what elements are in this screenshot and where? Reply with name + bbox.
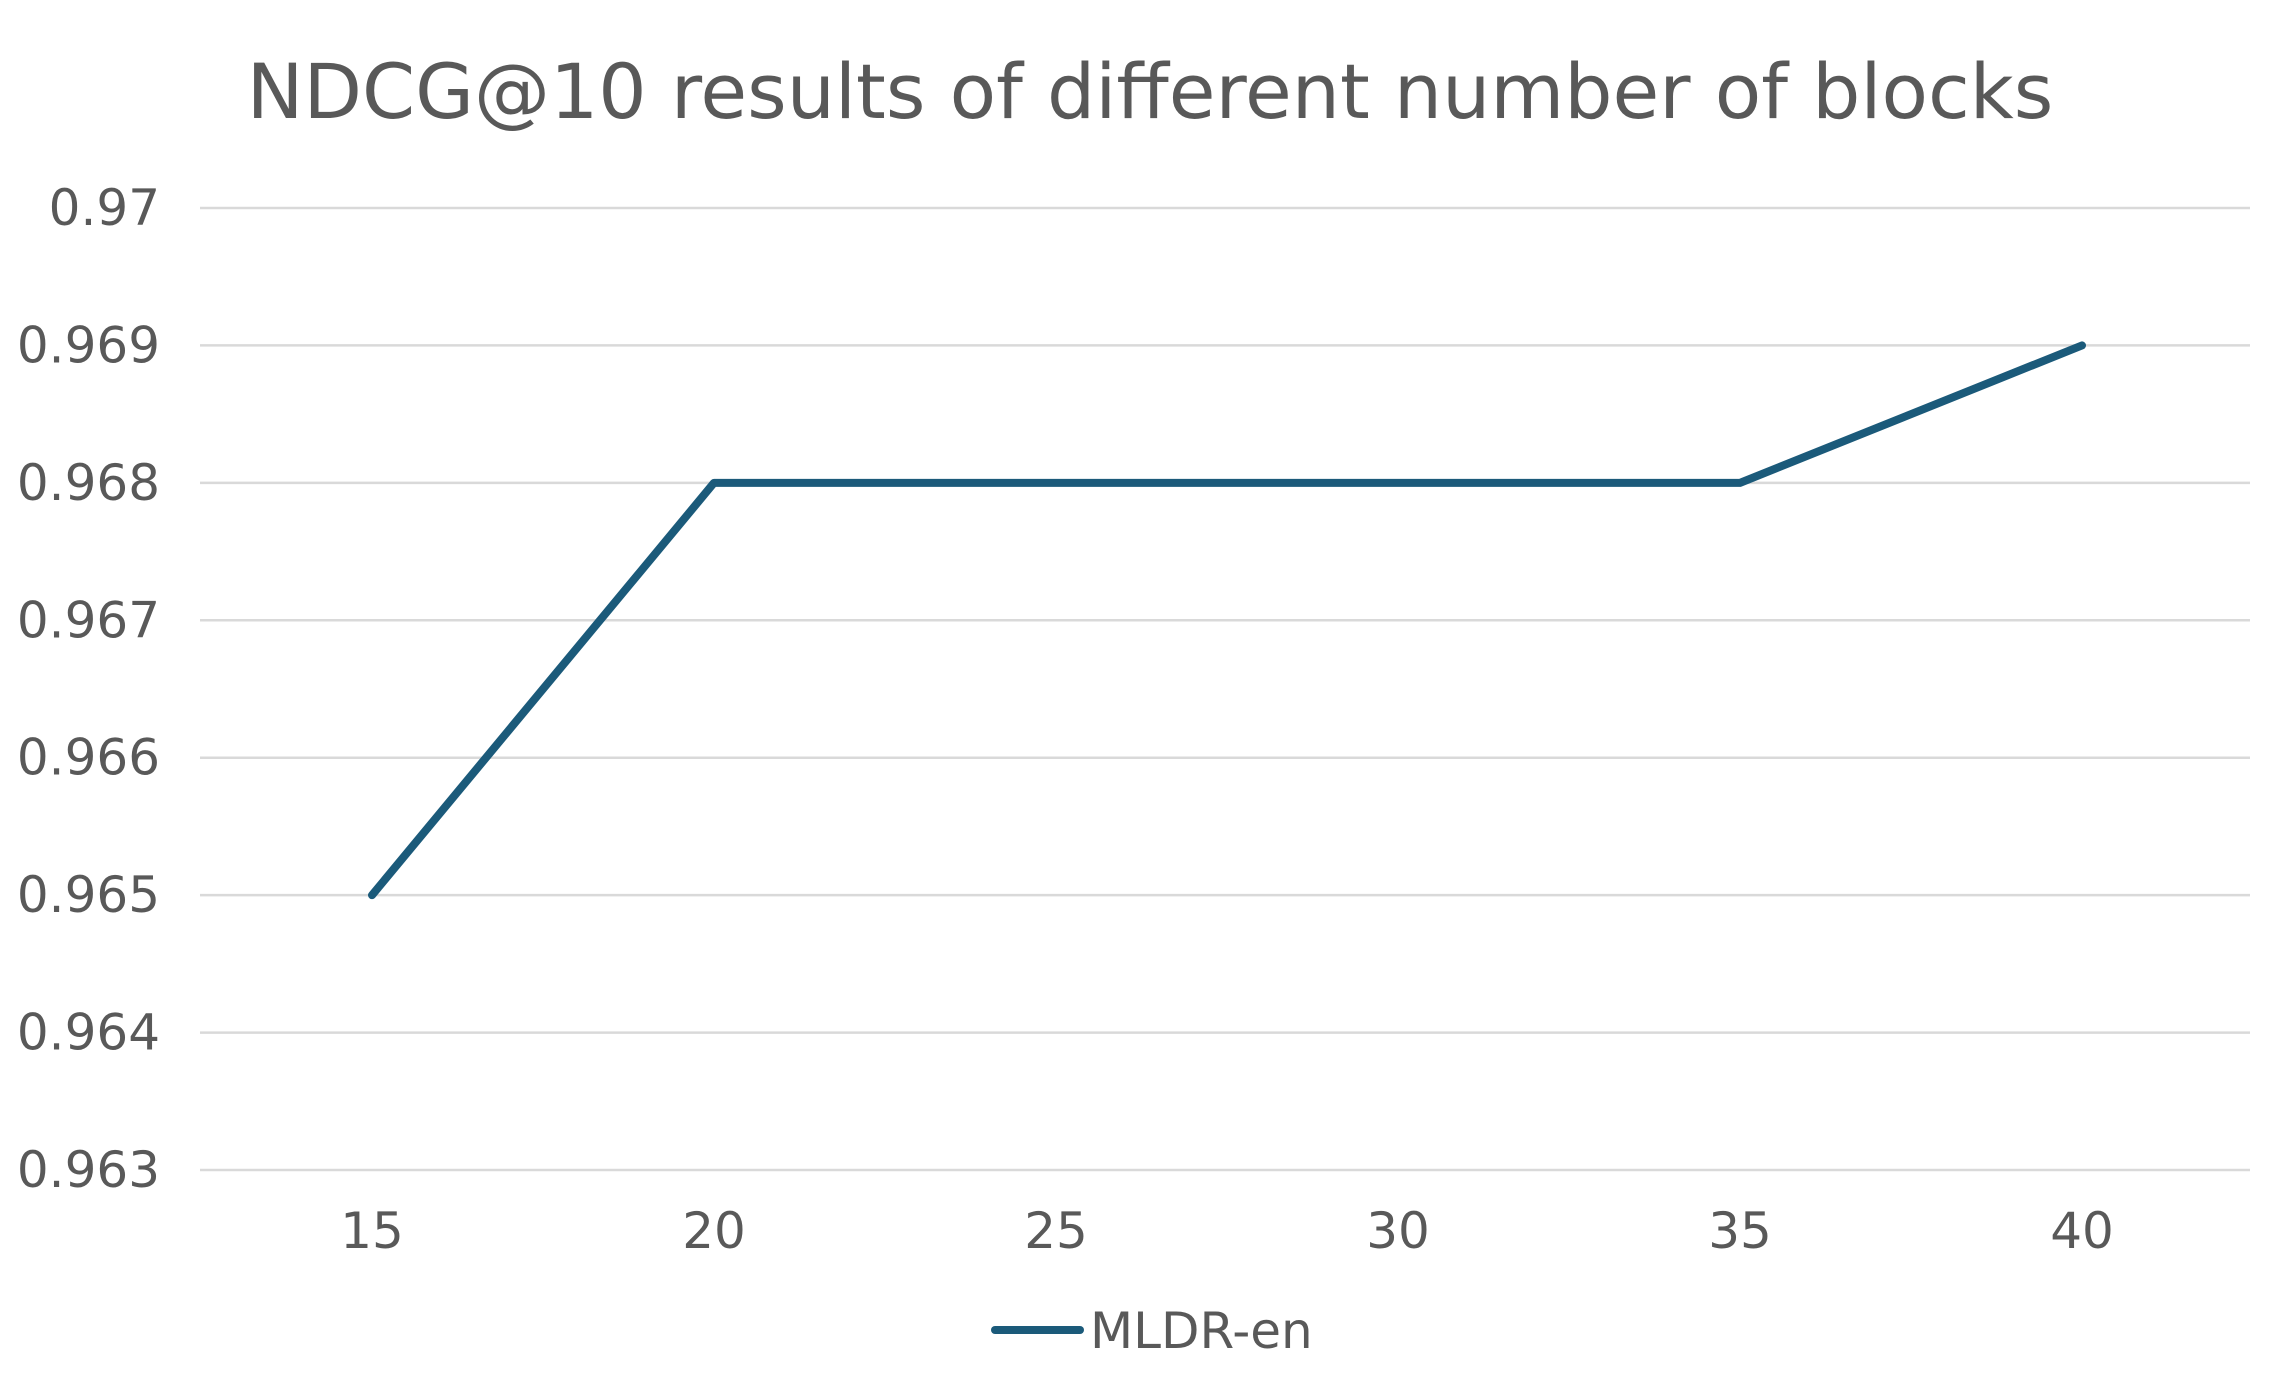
- series-lines: [368, 341, 2086, 900]
- y-tick-label: 0.969: [17, 316, 160, 374]
- x-tick-label: 25: [1024, 1202, 1088, 1260]
- y-tick-label: 0.967: [17, 591, 160, 649]
- y-tick-label: 0.963: [17, 1141, 160, 1199]
- series-line-mldr-en: [368, 341, 2086, 900]
- y-tick-label: 0.964: [17, 1004, 160, 1062]
- legend[interactable]: MLDR-en: [991, 1302, 1313, 1360]
- y-tick-label: 0.966: [17, 729, 160, 787]
- x-tick-label: 20: [682, 1202, 746, 1260]
- legend-label: MLDR-en: [1090, 1302, 1313, 1360]
- x-tick-label: 15: [340, 1202, 404, 1260]
- y-tick-label: 0.965: [17, 866, 160, 924]
- x-tick-label: 35: [1708, 1202, 1772, 1260]
- y-axis-tick-labels: 0.963 0.964 0.965 0.966 0.967 0.968 0.969 0.97: [17, 179, 160, 1199]
- y-tick-label: 0.97: [49, 179, 160, 237]
- chart-title: NDCG@10 results of different number of b…: [247, 47, 2054, 136]
- x-axis-tick-labels: 15 20 25 30 35 40: [340, 1202, 2114, 1260]
- x-tick-label: 30: [1366, 1202, 1430, 1260]
- gridlines: [200, 206, 2250, 1172]
- y-tick-label: 0.968: [17, 454, 160, 512]
- x-tick-label: 40: [2050, 1202, 2114, 1260]
